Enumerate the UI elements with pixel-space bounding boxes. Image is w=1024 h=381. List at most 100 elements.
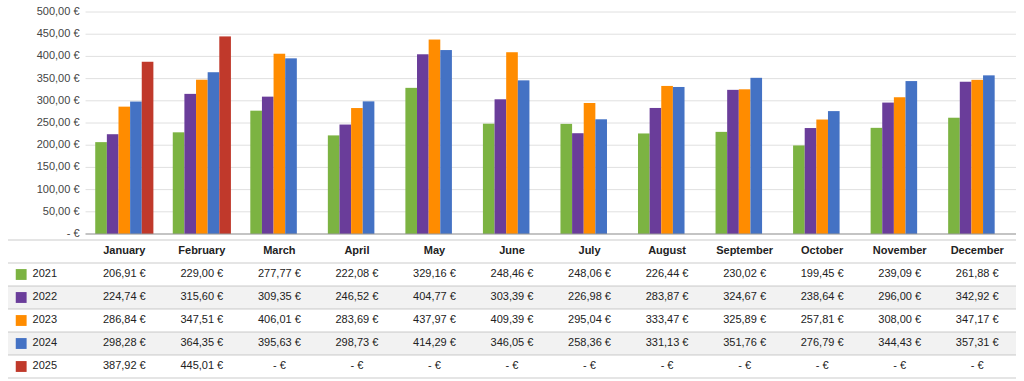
table-value: 226,44 € bbox=[646, 267, 689, 279]
table-value: 351,76 € bbox=[723, 336, 766, 348]
bar bbox=[219, 36, 231, 234]
bar bbox=[130, 102, 142, 234]
table-value: 414,29 € bbox=[413, 336, 456, 348]
bar bbox=[727, 90, 739, 234]
table-value: 333,47 € bbox=[646, 313, 689, 325]
table-value: 246,52 € bbox=[336, 290, 379, 302]
table-value: 346,05 € bbox=[491, 336, 534, 348]
table-row-background bbox=[8, 309, 1016, 332]
bar bbox=[417, 54, 429, 234]
category-label: December bbox=[951, 244, 1005, 256]
y-tick-label: 300,00 € bbox=[37, 94, 80, 106]
y-tick-label: 450,00 € bbox=[37, 27, 80, 39]
grid-line bbox=[86, 12, 1016, 13]
table-value: 261,88 € bbox=[956, 267, 999, 279]
bar bbox=[483, 124, 495, 234]
table-value: 276,79 € bbox=[801, 336, 844, 348]
bar bbox=[363, 101, 375, 234]
table-value: 445,01 € bbox=[180, 359, 223, 371]
table-value: 404,77 € bbox=[413, 290, 456, 302]
bar bbox=[816, 120, 828, 234]
legend-swatch bbox=[16, 361, 27, 372]
bar bbox=[518, 80, 530, 234]
table-row-background bbox=[8, 286, 1016, 309]
table-value: 283,87 € bbox=[646, 290, 689, 302]
table-value: 239,09 € bbox=[878, 267, 921, 279]
y-axis: - €50,00 €100,00 €150,00 €200,00 €250,00… bbox=[37, 5, 80, 239]
table-value: 347,17 € bbox=[956, 313, 999, 325]
y-tick-label: - € bbox=[67, 227, 80, 239]
bar bbox=[584, 103, 596, 234]
category-label: September bbox=[716, 244, 774, 256]
data-table: JanuaryFebruaryMarchAprilMayJuneJulyAugu… bbox=[8, 240, 1016, 378]
table-value: 248,06 € bbox=[568, 267, 611, 279]
legend-label: 2024 bbox=[33, 336, 57, 348]
bar bbox=[948, 118, 960, 234]
bar bbox=[250, 111, 262, 234]
table-value: 298,73 € bbox=[336, 336, 379, 348]
table-rule bbox=[8, 263, 1016, 264]
y-tick-label: 100,00 € bbox=[37, 183, 80, 195]
table-value: 248,46 € bbox=[491, 267, 534, 279]
table-value: 199,45 € bbox=[801, 267, 844, 279]
category-label: June bbox=[499, 244, 525, 256]
table-value: 206,91 € bbox=[103, 267, 146, 279]
table-value: 286,84 € bbox=[103, 313, 146, 325]
table-value: 230,02 € bbox=[723, 267, 766, 279]
chart: - €50,00 €100,00 €150,00 €200,00 €250,00… bbox=[0, 0, 1024, 381]
category-label: May bbox=[424, 244, 446, 256]
bar bbox=[173, 132, 185, 234]
table-value: 325,89 € bbox=[723, 313, 766, 325]
bar bbox=[495, 99, 507, 234]
table-value: - € bbox=[971, 359, 984, 371]
bar bbox=[339, 125, 351, 234]
bar bbox=[118, 107, 130, 234]
bar bbox=[328, 135, 340, 234]
table-value: - € bbox=[738, 359, 751, 371]
table-rule bbox=[8, 332, 1016, 333]
table-value: - € bbox=[428, 359, 441, 371]
table-rule bbox=[8, 309, 1016, 310]
series bbox=[130, 50, 995, 234]
legend-swatch bbox=[16, 292, 27, 303]
table-value: 406,01 € bbox=[258, 313, 301, 325]
bar bbox=[95, 142, 107, 234]
table-value: 222,08 € bbox=[336, 267, 379, 279]
table-value: 283,69 € bbox=[336, 313, 379, 325]
table-value: 395,63 € bbox=[258, 336, 301, 348]
bar bbox=[560, 124, 572, 234]
bar bbox=[906, 81, 918, 234]
bar bbox=[673, 87, 685, 234]
bar bbox=[285, 58, 297, 234]
table-value: 342,92 € bbox=[956, 290, 999, 302]
legend-swatch bbox=[16, 269, 27, 280]
legend-label: 2025 bbox=[33, 359, 57, 371]
table-row-background bbox=[8, 263, 1016, 286]
category-label: April bbox=[344, 244, 369, 256]
table-value: 315,60 € bbox=[180, 290, 223, 302]
legend-label: 2023 bbox=[33, 313, 57, 325]
y-tick-label: 150,00 € bbox=[37, 160, 80, 172]
x-axis-line bbox=[86, 234, 1016, 235]
y-tick-label: 200,00 € bbox=[37, 138, 80, 150]
bar bbox=[351, 108, 363, 234]
category-label: January bbox=[103, 244, 146, 256]
y-tick-label: 250,00 € bbox=[37, 116, 80, 128]
table-value: - € bbox=[273, 359, 286, 371]
table-value: - € bbox=[816, 359, 829, 371]
legend-label: 2022 bbox=[33, 290, 57, 302]
bar bbox=[871, 128, 883, 234]
table-value: 364,35 € bbox=[180, 336, 223, 348]
table-value: - € bbox=[506, 359, 519, 371]
table-row-background bbox=[8, 355, 1016, 378]
bar bbox=[739, 89, 751, 234]
table-value: 329,16 € bbox=[413, 267, 456, 279]
bars bbox=[95, 36, 994, 234]
table-value: 296,00 € bbox=[878, 290, 921, 302]
bar bbox=[894, 97, 906, 234]
bar bbox=[805, 128, 817, 234]
legend-label: 2021 bbox=[33, 267, 57, 279]
bar bbox=[638, 133, 650, 234]
category-label: July bbox=[579, 244, 602, 256]
series bbox=[142, 36, 231, 234]
